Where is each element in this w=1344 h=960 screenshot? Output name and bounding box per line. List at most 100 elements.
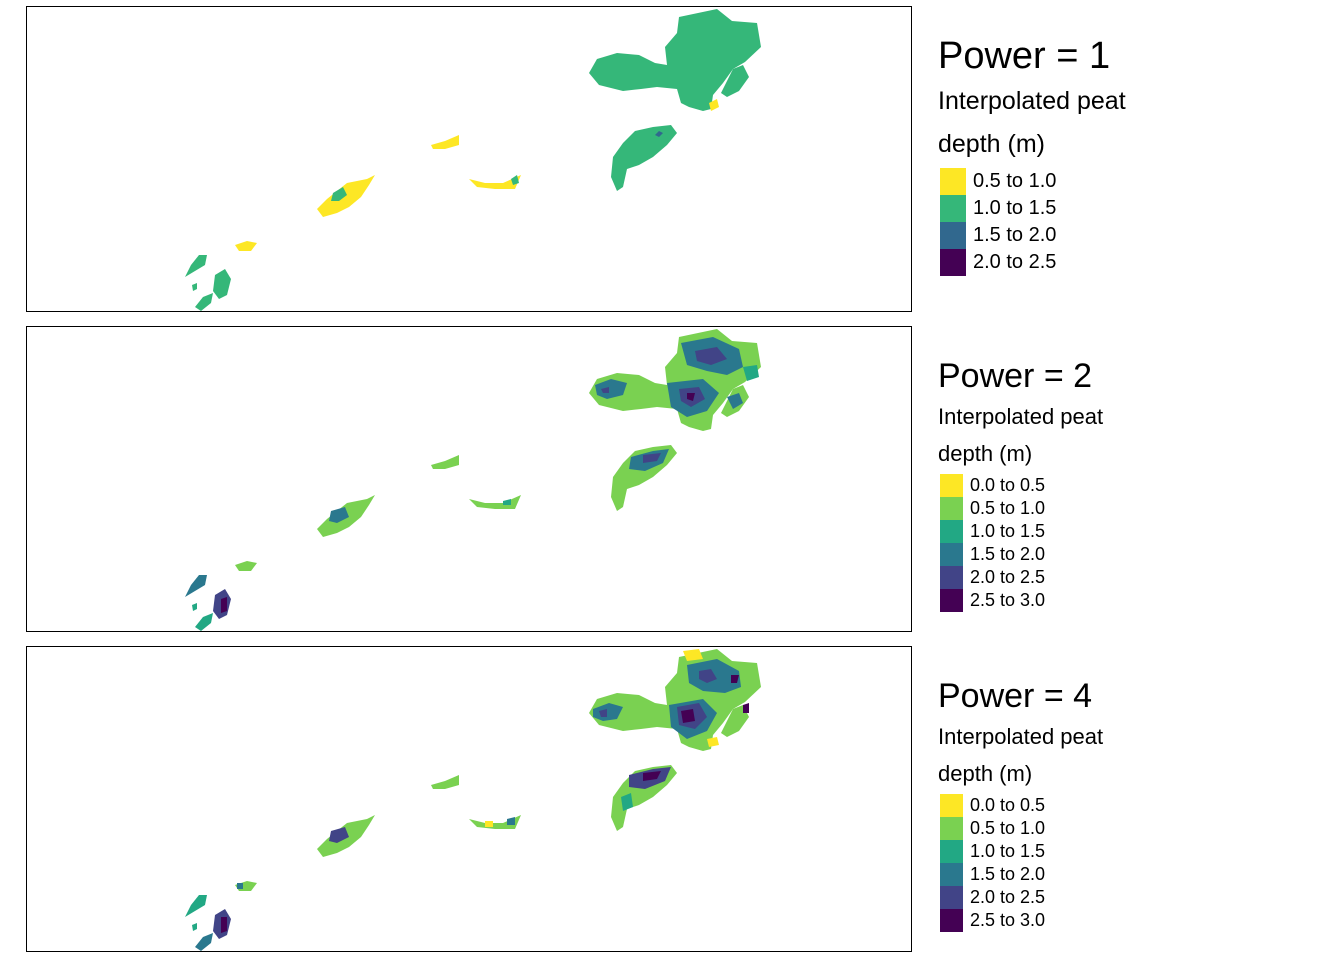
legend-item: 2.0 to 2.5 <box>938 886 1298 909</box>
legend-item: 1.5 to 2.0 <box>938 222 1298 249</box>
legend-item: 1.0 to 1.5 <box>938 195 1298 222</box>
legend-item: 1.5 to 2.0 <box>938 543 1298 566</box>
peat-polygon <box>221 597 227 613</box>
legend-swatch <box>940 863 963 886</box>
legend-subtitle-line2: depth (m) <box>938 441 1033 466</box>
peat-polygon <box>192 603 197 611</box>
legend-items: 0.0 to 0.5 0.5 to 1.0 1.0 to 1.5 1.5 to … <box>938 794 1298 932</box>
legend-title: Power = 1 <box>938 35 1111 77</box>
legend-item: 2.0 to 2.5 <box>938 249 1298 276</box>
peat-polygons <box>185 9 761 311</box>
peat-polygon <box>195 613 213 631</box>
legend-item: 1.5 to 2.0 <box>938 863 1298 886</box>
legend-subtitle-line1: Interpolated peat <box>938 404 1104 429</box>
peat-polygon <box>589 9 761 111</box>
legend-subtitle-line1: Interpolated peat <box>938 724 1104 749</box>
peat-polygon <box>431 135 459 149</box>
legend-label: 2.0 to 2.5 <box>973 251 1057 273</box>
peat-polygon <box>235 241 257 251</box>
legend-swatch <box>940 168 966 195</box>
peat-polygon <box>185 255 207 277</box>
peat-polygon <box>599 709 607 717</box>
legend-item: 0.5 to 1.0 <box>938 497 1298 520</box>
legend-subtitle-line1: Interpolated peat <box>938 87 1126 115</box>
peat-polygon <box>431 455 459 469</box>
legend-swatch <box>940 840 963 863</box>
peat-polygon <box>731 675 739 683</box>
peat-polygon <box>213 269 231 299</box>
peat-polygon <box>683 649 703 661</box>
legend-label: 2.5 to 3.0 <box>970 910 1046 930</box>
peat-polygon <box>643 771 661 781</box>
legend-label: 1.0 to 1.5 <box>973 197 1057 219</box>
legend-item: 0.5 to 1.0 <box>938 817 1298 840</box>
legend-swatch <box>940 589 963 612</box>
peat-polygon <box>655 131 663 137</box>
peat-polygon <box>707 737 719 747</box>
legend-label: 1.5 to 2.0 <box>970 544 1046 564</box>
legend-label: 2.0 to 2.5 <box>970 567 1046 587</box>
peat-polygon <box>681 709 695 723</box>
peat-polygon <box>743 703 749 713</box>
peat-polygon <box>507 817 515 825</box>
peat-polygons <box>185 329 761 631</box>
legend-item: 2.0 to 2.5 <box>938 566 1298 589</box>
legend-label: 1.0 to 1.5 <box>970 521 1046 541</box>
peat-polygon <box>469 175 521 189</box>
legend-item: 1.0 to 1.5 <box>938 840 1298 863</box>
legend-power-4: Power = 4 Interpolated peat depth (m) 0.… <box>938 676 1298 932</box>
peat-depth-map <box>185 9 761 311</box>
peat-polygon <box>317 175 375 217</box>
legend-swatch <box>940 817 963 840</box>
peat-polygon <box>699 669 717 683</box>
peat-polygon <box>469 495 521 509</box>
peat-polygon <box>237 883 243 889</box>
peat-polygon <box>727 393 743 409</box>
peat-depth-map <box>185 649 761 951</box>
peat-polygon <box>621 793 633 811</box>
legend-items: 0.5 to 1.0 1.0 to 1.5 1.5 to 2.0 2.0 to … <box>938 168 1298 276</box>
peat-polygon <box>192 923 197 931</box>
legend-item: 0.5 to 1.0 <box>938 168 1298 195</box>
legend-power-1: Power = 1 Interpolated peat depth (m) 0.… <box>938 34 1298 276</box>
peat-polygon <box>721 65 749 97</box>
peat-polygons <box>185 649 761 951</box>
legend-label: 1.0 to 1.5 <box>970 841 1046 861</box>
legend-swatch <box>940 543 963 566</box>
legend-swatch <box>940 249 966 276</box>
legend-subtitle-line2: depth (m) <box>938 761 1033 786</box>
peat-polygon <box>185 575 207 597</box>
peat-polygon <box>695 347 727 365</box>
peat-polygon <box>192 283 197 291</box>
legend-label: 2.0 to 2.5 <box>970 887 1046 907</box>
legend-power-2: Power = 2 Interpolated peat depth (m) 0.… <box>938 356 1298 612</box>
legend-items: 0.0 to 0.5 0.5 to 1.0 1.0 to 1.5 1.5 to … <box>938 474 1298 612</box>
legend-title: Power = 2 <box>938 357 1093 395</box>
legend-label: 0.0 to 0.5 <box>970 795 1046 815</box>
peat-polygon <box>195 933 213 951</box>
legend-item: 0.0 to 0.5 <box>938 794 1298 817</box>
peat-polygon <box>709 99 719 111</box>
peat-polygon <box>221 917 227 933</box>
peat-polygon <box>431 775 459 789</box>
peat-polygon <box>331 187 347 201</box>
peat-polygon <box>485 821 493 827</box>
map-panel-power-1 <box>26 6 912 312</box>
legend-swatch <box>940 794 963 817</box>
peat-polygon <box>743 365 759 381</box>
legend-label: 2.5 to 3.0 <box>970 590 1046 610</box>
peat-polygon <box>329 827 349 843</box>
peat-polygon <box>593 703 623 721</box>
legend-item: 1.0 to 1.5 <box>938 520 1298 543</box>
legend-swatch <box>940 520 963 543</box>
legend-swatch <box>940 497 963 520</box>
peat-polygon <box>511 175 519 185</box>
peat-polygon <box>601 387 609 393</box>
peat-polygon <box>721 705 749 737</box>
legend-item: 2.5 to 3.0 <box>938 909 1298 932</box>
legend-label: 1.5 to 2.0 <box>973 224 1057 246</box>
legend-label: 0.5 to 1.0 <box>970 498 1046 518</box>
legend-label: 0.5 to 1.0 <box>970 818 1046 838</box>
legend-swatch <box>940 566 963 589</box>
legend-swatch <box>940 886 963 909</box>
